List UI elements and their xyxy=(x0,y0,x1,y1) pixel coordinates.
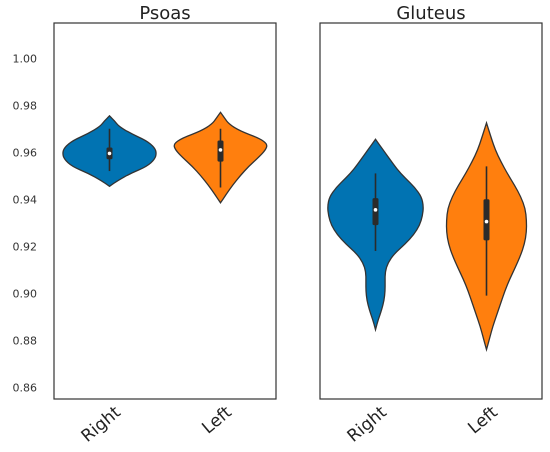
y-tick-label: 0.92 xyxy=(13,240,38,253)
y-tick-label: 0.96 xyxy=(13,146,38,159)
y-tick-label: 0.86 xyxy=(13,381,38,394)
violin-median-dot xyxy=(218,148,223,152)
x-tick-label: Left xyxy=(464,402,502,438)
panel-title: Gluteus xyxy=(396,3,465,24)
x-tick-label: Right xyxy=(78,402,125,446)
panel-title: Psoas xyxy=(139,3,190,24)
violin-median-dot xyxy=(373,208,378,212)
y-tick-label: 0.88 xyxy=(13,334,38,347)
y-tick-label: 0.94 xyxy=(13,193,38,206)
x-tick-label: Left xyxy=(198,402,236,438)
panel-frame xyxy=(319,22,543,400)
panel-gluteus: Gluteus Right Left xyxy=(319,3,543,447)
y-tick-label: 0.90 xyxy=(13,287,38,300)
y-tick-label: 0.98 xyxy=(13,99,38,112)
panel-frame xyxy=(53,22,277,400)
panel-psoas: Psoas Right Left xyxy=(53,3,277,447)
violin-median-dot xyxy=(107,151,112,156)
y-tick-label: 1.00 xyxy=(13,52,38,65)
x-tick-label: Right xyxy=(344,402,391,446)
violin-median-dot xyxy=(484,219,489,224)
